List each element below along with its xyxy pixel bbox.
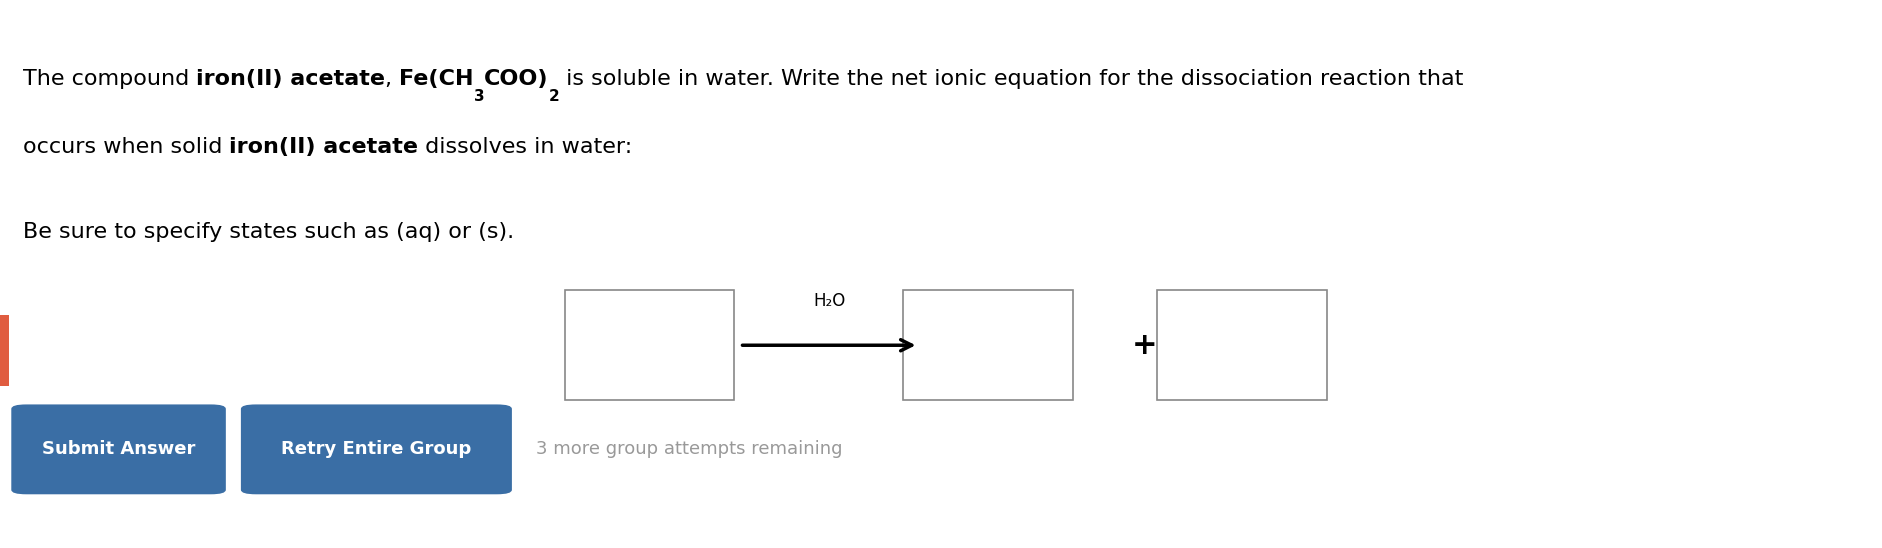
Text: 3 more group attempts remaining: 3 more group attempts remaining	[536, 441, 843, 458]
Text: iron(II) acetate: iron(II) acetate	[230, 138, 418, 157]
Text: dissolves in water:: dissolves in water:	[418, 138, 632, 157]
Text: The compound: The compound	[23, 69, 196, 89]
Text: COO): COO)	[484, 69, 550, 89]
Text: is soluble in water. Write the net ionic equation for the dissociation reaction : is soluble in water. Write the net ionic…	[559, 69, 1464, 89]
Text: Be sure to specify states such as (aq) or (s).: Be sure to specify states such as (aq) o…	[23, 222, 514, 242]
Text: H₂O: H₂O	[813, 292, 845, 310]
FancyBboxPatch shape	[1157, 290, 1327, 400]
FancyBboxPatch shape	[11, 404, 226, 494]
FancyBboxPatch shape	[241, 404, 512, 494]
FancyBboxPatch shape	[0, 315, 9, 386]
FancyBboxPatch shape	[565, 290, 734, 400]
Text: occurs when solid: occurs when solid	[23, 138, 230, 157]
Text: 3: 3	[474, 89, 484, 104]
Text: iron(II) acetate: iron(II) acetate	[196, 69, 386, 89]
FancyBboxPatch shape	[903, 290, 1073, 400]
Text: ,: ,	[386, 69, 399, 89]
Text: 2: 2	[550, 89, 559, 104]
Text: Fe(CH: Fe(CH	[399, 69, 474, 89]
Text: Submit Answer: Submit Answer	[41, 441, 196, 458]
Text: Retry Entire Group: Retry Entire Group	[280, 441, 472, 458]
Text: +: +	[1131, 331, 1157, 359]
